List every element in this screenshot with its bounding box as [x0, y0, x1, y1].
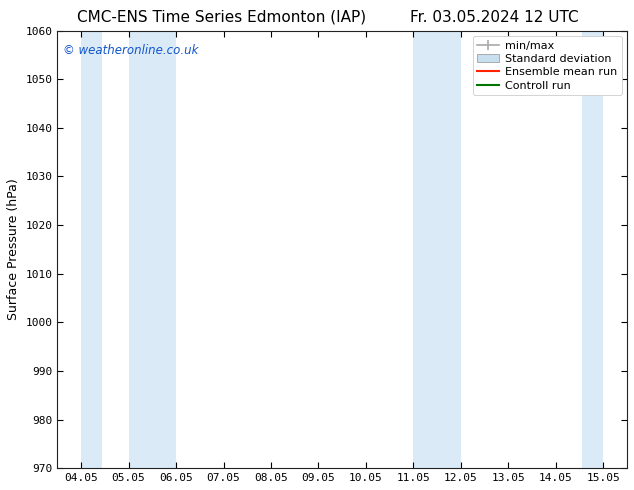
Y-axis label: Surface Pressure (hPa): Surface Pressure (hPa) — [7, 178, 20, 320]
Text: © weatheronline.co.uk: © weatheronline.co.uk — [63, 44, 198, 57]
Bar — [81, 30, 103, 468]
Bar — [582, 30, 604, 468]
Text: Fr. 03.05.2024 12 UTC: Fr. 03.05.2024 12 UTC — [410, 10, 579, 25]
Legend: min/max, Standard deviation, Ensemble mean run, Controll run: min/max, Standard deviation, Ensemble me… — [472, 36, 621, 95]
Bar — [129, 30, 176, 468]
Bar — [413, 30, 461, 468]
Text: CMC-ENS Time Series Edmonton (IAP): CMC-ENS Time Series Edmonton (IAP) — [77, 10, 366, 25]
